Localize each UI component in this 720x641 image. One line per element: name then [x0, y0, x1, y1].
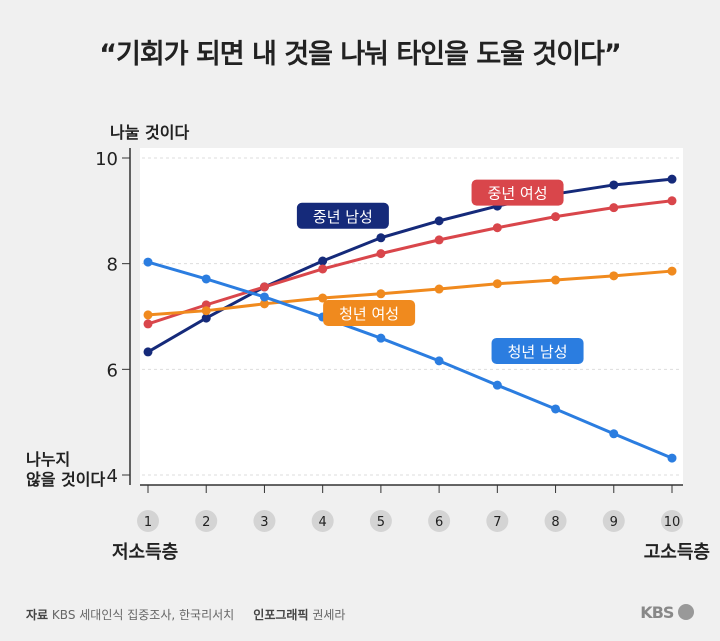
data-point — [143, 257, 153, 267]
x-tick-badge — [544, 510, 567, 532]
x-tick-label: 10 — [664, 515, 681, 530]
data-point — [492, 223, 502, 233]
x-tick-badge — [486, 510, 509, 532]
y-bottom-label-line1: 나누지 — [26, 450, 70, 469]
x-low-label: 저소득층 — [112, 542, 178, 563]
data-point — [259, 282, 269, 292]
x-tick-label: 6 — [435, 515, 443, 530]
x-tick-badge — [311, 510, 334, 532]
graphic-credit: 권세라 — [312, 608, 346, 622]
x-tick-label: 5 — [377, 515, 385, 530]
data-point — [551, 404, 561, 414]
data-point — [609, 203, 619, 213]
data-point — [434, 284, 444, 294]
data-point — [551, 212, 561, 222]
x-tick-badge — [369, 510, 392, 532]
x-tick-label: 9 — [610, 515, 618, 530]
series-label-bg — [323, 300, 416, 327]
data-point — [143, 319, 153, 329]
y-tick-label: 4 — [107, 466, 118, 487]
graphic-label: 인포그래픽 — [253, 608, 309, 622]
x-tick-badge — [602, 510, 625, 532]
y-tick-label: 8 — [107, 255, 118, 276]
x-tick-label: 8 — [551, 515, 559, 530]
data-point — [551, 275, 561, 285]
data-point — [609, 180, 619, 190]
series-line — [147, 177, 673, 354]
data-point — [434, 235, 444, 245]
series-label-bg — [471, 179, 564, 206]
data-point — [667, 453, 677, 463]
data-point — [318, 264, 328, 274]
series-label: 중년 여성 — [488, 185, 548, 203]
data-point — [143, 347, 153, 357]
series-label-bg — [491, 337, 584, 364]
x-tick-label: 1 — [144, 515, 152, 530]
footer: 자료 KBS 세대인식 집중조사, 한국리서치 인포그래픽 권세라 — [26, 606, 345, 623]
data-point — [492, 279, 502, 289]
series-label: 청년 여성 — [339, 305, 399, 323]
x-tick-label: 3 — [260, 515, 268, 530]
data-point — [434, 216, 444, 226]
data-point — [376, 233, 386, 243]
data-point — [667, 266, 677, 276]
y-tick-label: 10 — [95, 149, 118, 170]
data-point — [376, 249, 386, 259]
data-point — [376, 333, 386, 343]
source-text: KBS 세대인식 집중조사, 한국리서치 — [51, 608, 235, 622]
data-point — [667, 174, 677, 184]
data-point — [318, 256, 328, 266]
x-tick-label: 2 — [202, 515, 210, 530]
series-label: 청년 남성 — [508, 343, 568, 361]
series-line — [147, 199, 673, 326]
series-label-bg — [296, 202, 389, 229]
data-point — [201, 306, 211, 316]
source-label: 자료 — [26, 608, 49, 622]
data-point — [259, 292, 269, 302]
data-point — [201, 274, 211, 284]
data-point — [201, 313, 211, 323]
series-label: 중년 남성 — [313, 208, 373, 226]
data-point — [609, 271, 619, 281]
chart-title: “기회가 되면 내 것을 나눠 타인을 도울 것이다” — [99, 39, 621, 70]
data-point — [376, 289, 386, 299]
x-tick-badge — [253, 510, 276, 532]
x-tick-label: 7 — [493, 515, 501, 530]
data-point — [492, 380, 502, 390]
data-point — [143, 310, 153, 320]
data-point — [318, 293, 328, 303]
series-line — [147, 269, 673, 317]
x-high-label: 고소득층 — [644, 542, 710, 563]
data-point — [434, 356, 444, 366]
x-tick-badge — [137, 510, 159, 532]
x-tick-badge — [428, 510, 451, 532]
data-point — [259, 299, 269, 309]
series-line — [147, 260, 673, 460]
x-tick-badge — [195, 510, 218, 532]
y-top-label: 나눌 것이다 — [110, 123, 189, 142]
x-tick-badge — [661, 510, 683, 532]
kbs-logo: KBS — [640, 603, 694, 622]
data-point — [609, 429, 619, 439]
data-point — [667, 196, 677, 206]
y-bottom-label-line2: 않을 것이다 — [26, 470, 105, 489]
x-tick-label: 4 — [319, 515, 327, 530]
y-tick-label: 6 — [107, 360, 118, 381]
